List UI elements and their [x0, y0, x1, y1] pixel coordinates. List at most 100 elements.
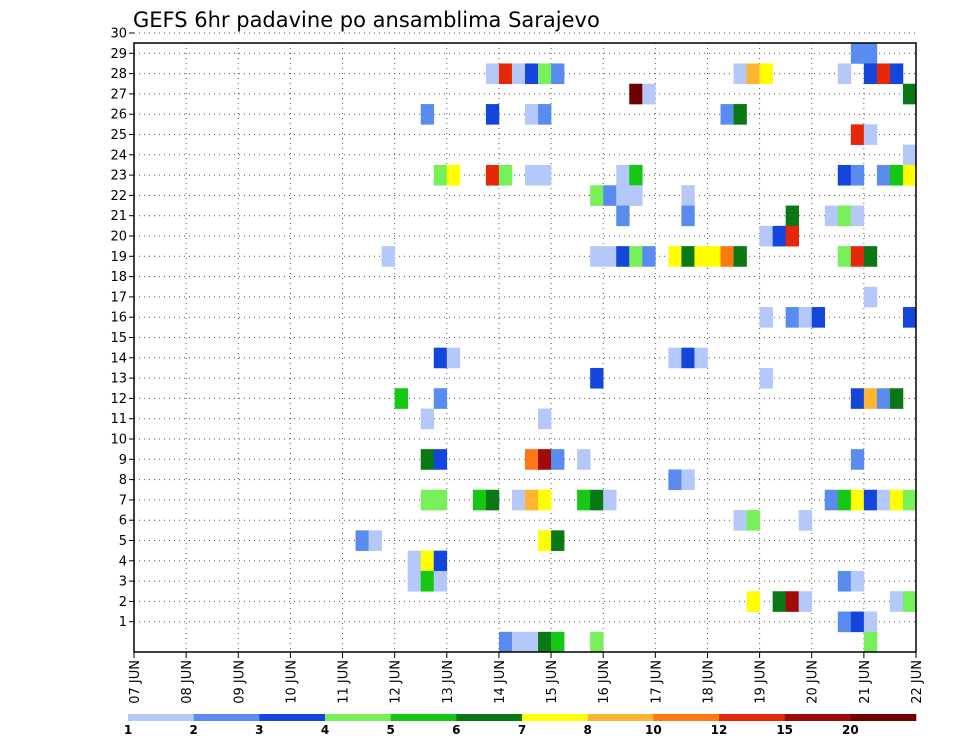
heatmap-cell — [681, 347, 695, 369]
heatmap-cell — [759, 307, 773, 328]
heatmap-cell — [433, 449, 448, 470]
heatmap-cell — [511, 631, 526, 653]
heatmap-cell — [824, 489, 839, 511]
heatmap-cell — [525, 489, 539, 511]
heatmap-cell — [863, 124, 878, 145]
heatmap-cell — [485, 63, 500, 85]
legend-label: 1 — [124, 723, 132, 737]
heatmap-cell — [538, 104, 552, 125]
x-axis: 07 JUN 08 JUN 09 JUN 10 JUN 11 JUN 12 JUN 13 J… — [128, 652, 925, 704]
heatmap-cell — [616, 205, 630, 227]
color-legend: 1 2 3 4 5 6 7 8 10 12 15 20 — [124, 714, 917, 737]
heatmap-cell — [681, 185, 695, 206]
heatmap-cell — [824, 205, 839, 227]
heatmap-cell — [837, 246, 852, 267]
y-tick-label: 19 — [110, 250, 127, 265]
x-tick-label: 20 JUN — [806, 660, 821, 704]
heatmap-cell — [420, 489, 435, 511]
heatmap-cell — [902, 307, 917, 328]
heatmap-cell — [577, 489, 591, 511]
legend-swatch — [587, 714, 654, 721]
heatmap-cell — [681, 246, 695, 267]
heatmap-cell — [407, 550, 422, 572]
heatmap-cell — [785, 205, 799, 227]
heatmap-cell — [538, 489, 552, 511]
heatmap-cell — [511, 63, 526, 85]
y-tick-label: 27 — [110, 87, 127, 102]
legend-label: 2 — [189, 723, 197, 737]
legend-swatch — [390, 714, 457, 721]
y-tick-label: 5 — [119, 534, 127, 549]
heatmap-cell — [538, 408, 552, 430]
heatmap-cell — [785, 225, 799, 247]
heatmap-cell — [863, 611, 878, 633]
heatmap-cell — [668, 347, 682, 369]
heatmap-cell — [798, 591, 813, 612]
heatmap-cell — [772, 225, 786, 247]
heatmap-cell — [733, 246, 747, 267]
heatmap-cell — [551, 631, 565, 653]
x-tick-label: 09 JUN — [232, 660, 247, 704]
heatmap-cell — [863, 63, 878, 85]
heatmap-cell — [889, 489, 904, 511]
legend-label: 20 — [842, 723, 859, 737]
y-tick-label: 26 — [110, 108, 127, 123]
legend-label: 8 — [583, 723, 591, 737]
heatmap-cell — [525, 104, 539, 125]
x-tick-label: 15 JUN — [545, 660, 560, 704]
heatmap-cell — [850, 246, 865, 267]
heatmap-cell — [876, 164, 891, 186]
heatmap-cell — [811, 307, 826, 328]
heatmap-cell — [694, 347, 708, 369]
x-tick-label: 08 JUN — [180, 660, 195, 704]
heatmap-cell — [498, 63, 513, 85]
heatmap-cell — [902, 489, 917, 511]
heatmap-cell — [863, 43, 878, 64]
heatmap-cell — [746, 591, 760, 612]
heatmap-cell — [902, 591, 917, 612]
legend-label: 4 — [321, 723, 329, 737]
heatmap-cell — [668, 469, 682, 491]
heatmap-cell — [850, 164, 865, 186]
heatmap-cell — [850, 489, 865, 511]
heatmap-cell — [863, 631, 878, 653]
y-tick-label: 22 — [110, 189, 127, 204]
heatmap-cell — [876, 489, 891, 511]
heatmap-cell — [759, 225, 773, 247]
grid-lines — [133, 32, 917, 652]
legend-label: 3 — [255, 723, 263, 737]
heatmap-cell — [420, 449, 435, 470]
heatmap-cell — [590, 631, 604, 653]
legend-swatch — [784, 714, 851, 721]
heatmap-cell — [746, 510, 760, 531]
y-tick-label: 12 — [110, 392, 127, 407]
heatmap-cell — [681, 469, 695, 491]
heatmap-cell — [785, 307, 799, 328]
heatmap-cell — [837, 63, 852, 85]
y-tick-label: 23 — [110, 169, 127, 184]
x-tick-label: 17 JUN — [649, 660, 664, 704]
y-tick-label: 3 — [119, 575, 127, 590]
heatmap-cell — [746, 63, 760, 85]
y-tick-label: 7 — [119, 493, 127, 508]
legend-swatch — [456, 714, 523, 721]
y-tick-label: 16 — [110, 311, 127, 326]
heatmap-cell — [485, 489, 500, 511]
heatmap-cell — [590, 185, 604, 206]
heatmap-cell — [590, 489, 604, 511]
y-tick-label: 6 — [119, 514, 127, 529]
heatmap-cell — [616, 164, 630, 186]
y-tick-label: 2 — [119, 595, 127, 610]
heatmap-cell — [850, 124, 865, 145]
legend-swatch — [850, 714, 917, 721]
y-tick-label: 29 — [110, 47, 127, 62]
y-tick-label: 8 — [119, 473, 127, 488]
heatmap-cell — [629, 246, 643, 267]
plot-frame — [133, 42, 917, 653]
heatmap-cell — [863, 489, 878, 511]
x-tick-label: 22 JUN — [910, 660, 925, 704]
legend-swatch — [719, 714, 785, 721]
legend-swatch — [325, 714, 391, 721]
heatmap-cell — [902, 83, 917, 105]
y-tick-label: 14 — [110, 351, 127, 366]
